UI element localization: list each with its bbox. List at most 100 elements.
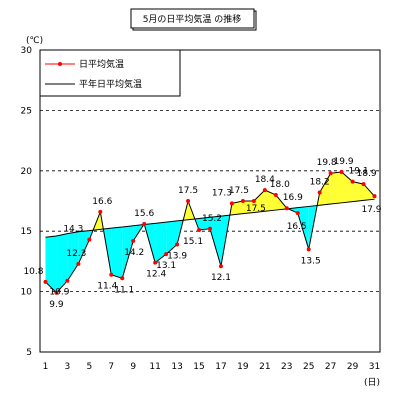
normal-temperature-line bbox=[45, 198, 375, 238]
x-tick-label: 25 bbox=[303, 362, 314, 372]
legend-daily-marker bbox=[58, 62, 62, 66]
data-label: 17.5 bbox=[229, 186, 249, 196]
data-label: 18.0 bbox=[270, 180, 290, 190]
data-label: 13.9 bbox=[167, 251, 187, 261]
daily-temperature-point bbox=[87, 237, 92, 242]
data-label: 12.4 bbox=[146, 270, 166, 280]
daily-temperature-point bbox=[54, 290, 59, 295]
difference-fill bbox=[210, 216, 221, 267]
data-labels: 10.8 9.9 10.9 12.3 14.3 16.6 11.411.1 14.2 15.6 1… bbox=[23, 157, 381, 310]
daily-temperature-point bbox=[175, 242, 180, 247]
data-label: 13.1 bbox=[156, 261, 176, 271]
difference-fill bbox=[352, 181, 364, 202]
daily-temperature-point bbox=[131, 238, 136, 243]
chart-title: 5月の日平均気温 の推移 bbox=[130, 8, 257, 31]
x-tick-label: 9 bbox=[130, 362, 136, 372]
data-label: 11.4 bbox=[97, 282, 117, 292]
y-tick-label: 10 bbox=[21, 288, 33, 298]
y-unit-label: (℃) bbox=[26, 36, 43, 46]
daily-temperature-point bbox=[295, 211, 300, 216]
daily-temperature-point bbox=[197, 227, 202, 232]
data-label: 14.2 bbox=[124, 248, 144, 258]
daily-temperature-point bbox=[284, 206, 289, 211]
daily-temperature-point bbox=[350, 179, 355, 184]
daily-temperature-point bbox=[120, 276, 125, 281]
daily-temperature-point bbox=[328, 171, 333, 176]
difference-fill bbox=[363, 184, 375, 201]
difference-fill bbox=[199, 217, 210, 230]
data-label: 17.3 bbox=[212, 188, 232, 198]
x-tick-label: 23 bbox=[281, 362, 292, 372]
daily-temperature-point bbox=[218, 264, 223, 269]
x-tick-label: 5 bbox=[86, 362, 92, 372]
data-label: 19.1 bbox=[349, 167, 369, 177]
data-label: 18.4 bbox=[255, 175, 275, 185]
legend-normal-label: 平年日平均気温 bbox=[79, 78, 142, 90]
daily-temperature-point bbox=[43, 279, 48, 284]
daily-temperature-point bbox=[339, 170, 344, 175]
daily-temperature-point bbox=[240, 199, 245, 203]
daily-temperature-point bbox=[317, 190, 322, 195]
data-label: 15.1 bbox=[183, 237, 203, 247]
daily-temperature-point bbox=[98, 209, 103, 214]
daily-temperature-point bbox=[186, 199, 191, 203]
daily-temperature-point bbox=[251, 199, 256, 203]
x-tick-label: 19 bbox=[237, 362, 249, 372]
daily-temperature-point bbox=[142, 221, 147, 226]
daily-temperature-point bbox=[306, 247, 311, 252]
data-label: 10.8 bbox=[23, 267, 43, 277]
y-tick-label: 15 bbox=[21, 227, 32, 237]
daily-temperature-point bbox=[65, 278, 70, 283]
data-label: 17.5 bbox=[178, 186, 198, 196]
legend-daily-label: 日平均気温 bbox=[79, 58, 124, 70]
x-tick-label: 29 bbox=[347, 362, 359, 372]
difference-fill bbox=[155, 222, 167, 263]
daily-temperature-point bbox=[208, 226, 212, 231]
difference-fill bbox=[264, 190, 276, 212]
x-tick-labels: 1 3 5 7 9 11 13 15 17 19 21 23 25 27 29 31 bbox=[43, 362, 381, 372]
y-tick-label: 30 bbox=[21, 46, 33, 56]
x-tick-label: 11 bbox=[149, 362, 160, 372]
daily-temperature-point bbox=[361, 182, 366, 187]
x-tick-label: 31 bbox=[369, 362, 380, 372]
plot-area bbox=[39, 49, 381, 353]
difference-fill bbox=[166, 220, 178, 255]
y-tick-label: 5 bbox=[26, 348, 32, 358]
data-label: 18.9 bbox=[357, 169, 377, 179]
daily-temperature-point bbox=[372, 194, 377, 199]
data-label: 17.5 bbox=[246, 204, 266, 214]
data-label: 12.3 bbox=[66, 249, 86, 259]
daily-temperature-point bbox=[273, 192, 278, 197]
data-label: 12.1 bbox=[211, 273, 231, 283]
x-tick-label: 17 bbox=[215, 362, 226, 372]
data-label: 10.9 bbox=[49, 288, 69, 298]
daily-temperature-point bbox=[76, 261, 81, 266]
chart-title-text: 5月の日平均気温 の推移 bbox=[143, 13, 242, 25]
difference-fill bbox=[56, 233, 68, 293]
difference-fill bbox=[330, 172, 342, 205]
data-label: 16.5 bbox=[287, 222, 307, 232]
x-tick-label: 27 bbox=[325, 362, 336, 372]
daily-temperature-point bbox=[153, 260, 158, 265]
data-label: 19.8 bbox=[317, 158, 337, 168]
y-tick-label: 25 bbox=[21, 106, 32, 116]
difference-fill bbox=[122, 225, 134, 279]
daily-temperature-point bbox=[109, 272, 114, 277]
difference-fill bbox=[253, 190, 265, 213]
y-tick-label: 20 bbox=[21, 167, 33, 177]
daily-temperature-point bbox=[262, 188, 267, 193]
difference-fill bbox=[231, 201, 243, 215]
data-label: 11.1 bbox=[114, 285, 134, 295]
difference-fill bbox=[242, 201, 254, 214]
x-unit-label: (日) bbox=[364, 377, 380, 388]
x-tick-label: 13 bbox=[171, 362, 182, 372]
data-label: 15.6 bbox=[134, 209, 154, 219]
difference-fill bbox=[319, 173, 331, 206]
difference-fill bbox=[45, 236, 57, 293]
data-label: 19.9 bbox=[334, 157, 354, 167]
daily-temperature-point bbox=[164, 252, 169, 257]
data-label: 16.9 bbox=[283, 193, 303, 203]
data-label: 15.2 bbox=[202, 214, 222, 224]
grid-lines bbox=[40, 110, 380, 293]
difference-fill bbox=[67, 231, 79, 281]
